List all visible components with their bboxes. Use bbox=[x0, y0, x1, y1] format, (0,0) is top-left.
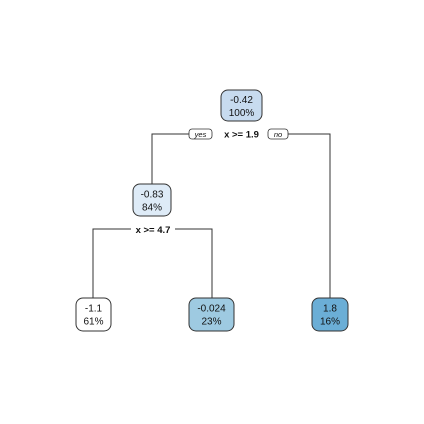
no-tag-label: no bbox=[274, 130, 282, 139]
node-left-percent: 84% bbox=[142, 203, 162, 214]
no-tag: no bbox=[267, 128, 289, 140]
leaf-1: -1.1 61% bbox=[75, 297, 112, 332]
node-left: -0.83 84% bbox=[132, 183, 172, 217]
edge-root-to-right-leaf bbox=[288, 133, 331, 298]
split-root-label: x >= 1.9 bbox=[224, 130, 259, 141]
leaf-1-box bbox=[75, 297, 112, 332]
split-left-label: x >= 4.7 bbox=[136, 225, 171, 236]
leaf-3-value: 1.8 bbox=[323, 304, 337, 315]
leaf-2: -0.024 23% bbox=[188, 297, 235, 332]
leaf-3-box bbox=[311, 297, 349, 332]
leaf-2-percent: 23% bbox=[201, 317, 221, 328]
leaf-1-percent: 61% bbox=[83, 317, 103, 328]
edge-left-to-leaf-1 bbox=[92, 228, 131, 298]
leaf-2-box bbox=[188, 297, 235, 332]
yes-tag: yes bbox=[188, 128, 213, 140]
node-root: -0.42 100% bbox=[220, 89, 263, 122]
node-left-value: -0.83 bbox=[141, 190, 164, 201]
edge-root-to-left bbox=[151, 133, 190, 184]
leaf-3-percent: 16% bbox=[320, 317, 340, 328]
leaf-3: 1.8 16% bbox=[311, 297, 349, 332]
node-root-value: -0.42 bbox=[230, 95, 253, 106]
node-root-box bbox=[220, 89, 263, 122]
yes-tag-label: yes bbox=[194, 130, 207, 139]
edge-left-to-leaf-2 bbox=[175, 228, 213, 298]
node-root-percent: 100% bbox=[229, 108, 255, 119]
node-left-box bbox=[132, 183, 172, 217]
leaf-1-value: -1.1 bbox=[85, 304, 103, 315]
leaf-2-value: -0.024 bbox=[197, 304, 226, 315]
